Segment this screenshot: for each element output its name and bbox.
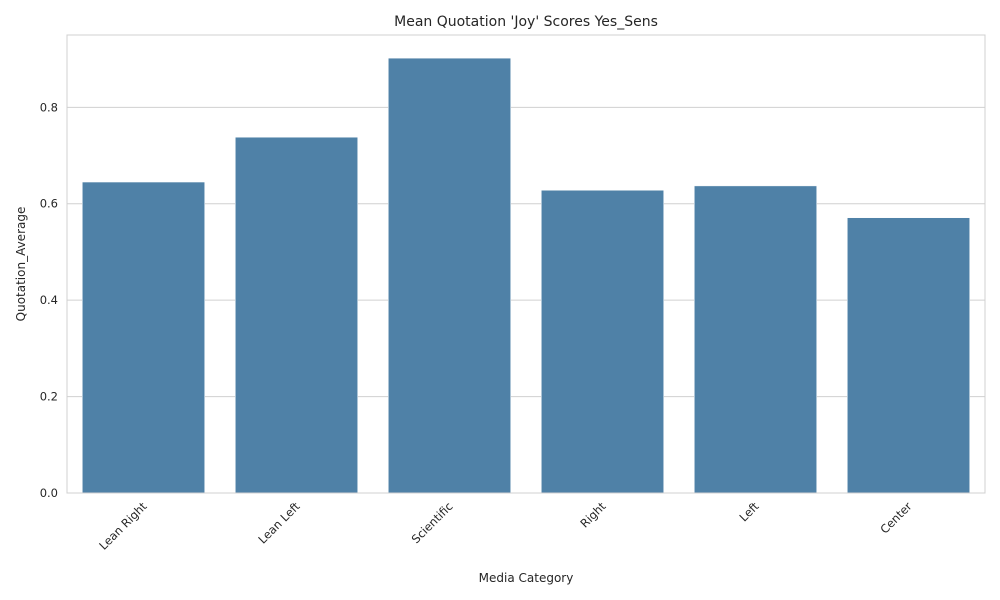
bar-lean-right — [82, 181, 205, 494]
y-axis-label: Quotation_Average — [14, 207, 28, 322]
x-axis-label: Media Category — [479, 571, 574, 585]
bars — [82, 57, 970, 494]
bar-left — [694, 185, 817, 494]
y-tick-label: 0.6 — [40, 197, 58, 211]
bar-scientific — [388, 57, 511, 494]
chart-title: Mean Quotation 'Joy' Scores Yes_Sens — [394, 14, 658, 30]
plot-frame — [66, 34, 986, 494]
y-tick-label: 0.2 — [40, 390, 58, 404]
y-tick-label: 0.4 — [40, 293, 58, 307]
y-tick-labels: 0.0 0.2 0.4 0.6 0.8 — [40, 100, 58, 500]
bar-center — [847, 217, 970, 494]
bar-right — [541, 189, 664, 494]
bar-lean-left — [235, 136, 358, 494]
y-tick-label: 0.8 — [40, 100, 58, 114]
y-tick-label: 0.0 — [40, 486, 58, 500]
